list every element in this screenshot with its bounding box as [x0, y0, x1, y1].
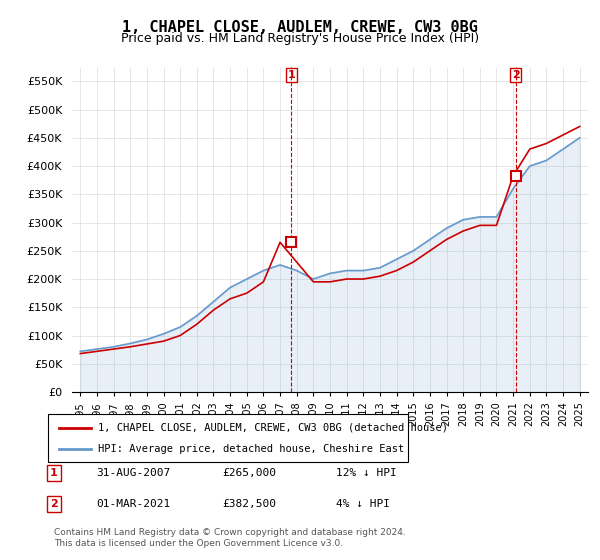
Text: £265,000: £265,000	[222, 468, 276, 478]
Text: Contains HM Land Registry data © Crown copyright and database right 2024.
This d: Contains HM Land Registry data © Crown c…	[54, 528, 406, 548]
Text: 1: 1	[50, 468, 58, 478]
Text: 2: 2	[50, 499, 58, 509]
Text: 31-AUG-2007: 31-AUG-2007	[96, 468, 170, 478]
Text: 4% ↓ HPI: 4% ↓ HPI	[336, 499, 390, 509]
Text: 01-MAR-2021: 01-MAR-2021	[96, 499, 170, 509]
Text: Price paid vs. HM Land Registry's House Price Index (HPI): Price paid vs. HM Land Registry's House …	[121, 32, 479, 45]
Text: HPI: Average price, detached house, Cheshire East: HPI: Average price, detached house, Ches…	[98, 444, 404, 454]
Text: £382,500: £382,500	[222, 499, 276, 509]
Text: 1, CHAPEL CLOSE, AUDLEM, CREWE, CW3 0BG: 1, CHAPEL CLOSE, AUDLEM, CREWE, CW3 0BG	[122, 20, 478, 35]
Text: 1, CHAPEL CLOSE, AUDLEM, CREWE, CW3 0BG (detached house): 1, CHAPEL CLOSE, AUDLEM, CREWE, CW3 0BG …	[98, 423, 448, 433]
Text: 2: 2	[512, 70, 520, 80]
Text: 12% ↓ HPI: 12% ↓ HPI	[336, 468, 397, 478]
Text: 1: 1	[287, 70, 295, 80]
FancyBboxPatch shape	[48, 414, 408, 462]
